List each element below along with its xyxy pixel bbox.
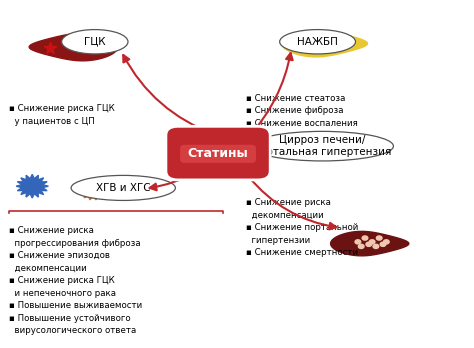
Ellipse shape xyxy=(62,30,128,54)
Ellipse shape xyxy=(71,175,175,200)
Circle shape xyxy=(373,244,379,248)
Polygon shape xyxy=(331,231,409,256)
Circle shape xyxy=(85,184,101,196)
Point xyxy=(46,45,54,51)
Text: ХГВ и ХГС: ХГВ и ХГС xyxy=(96,183,151,193)
Text: Цирроз печени/
портальная гипертензия: Цирроз печени/ портальная гипертензия xyxy=(253,135,392,157)
Text: ▪ Снижение стеатоза
▪ Снижение фиброза
▪ Снижение воспаления: ▪ Снижение стеатоза ▪ Снижение фиброза ▪… xyxy=(246,94,358,128)
Circle shape xyxy=(366,242,372,246)
Polygon shape xyxy=(29,33,118,61)
Ellipse shape xyxy=(251,132,393,161)
Polygon shape xyxy=(282,30,367,57)
FancyBboxPatch shape xyxy=(166,126,270,180)
Ellipse shape xyxy=(280,30,356,54)
Circle shape xyxy=(383,240,389,244)
Polygon shape xyxy=(79,180,107,200)
Text: ▪ Снижение риска
  прогрессирования фиброза
▪ Снижение эпизодов
  декомпенсации
: ▪ Снижение риска прогрессирования фиброз… xyxy=(9,226,143,335)
Text: Статины: Статины xyxy=(188,147,248,160)
Text: НАЖБП: НАЖБП xyxy=(297,37,338,47)
Text: ▪ Снижение риска
  декомпенсации
▪ Снижение портальной
  гипертензии
▪ Снижение : ▪ Снижение риска декомпенсации ▪ Снижени… xyxy=(246,198,359,258)
Circle shape xyxy=(362,236,368,240)
Circle shape xyxy=(380,242,386,246)
Circle shape xyxy=(376,236,382,240)
Text: ▪ Снижение риска ГЦК
  у пациентов с ЦП: ▪ Снижение риска ГЦК у пациентов с ЦП xyxy=(9,104,115,126)
Polygon shape xyxy=(16,174,48,198)
FancyBboxPatch shape xyxy=(180,145,256,163)
Circle shape xyxy=(358,244,364,248)
Text: ГЦК: ГЦК xyxy=(84,37,106,47)
Circle shape xyxy=(23,180,41,193)
Circle shape xyxy=(355,240,361,244)
Circle shape xyxy=(369,240,375,244)
